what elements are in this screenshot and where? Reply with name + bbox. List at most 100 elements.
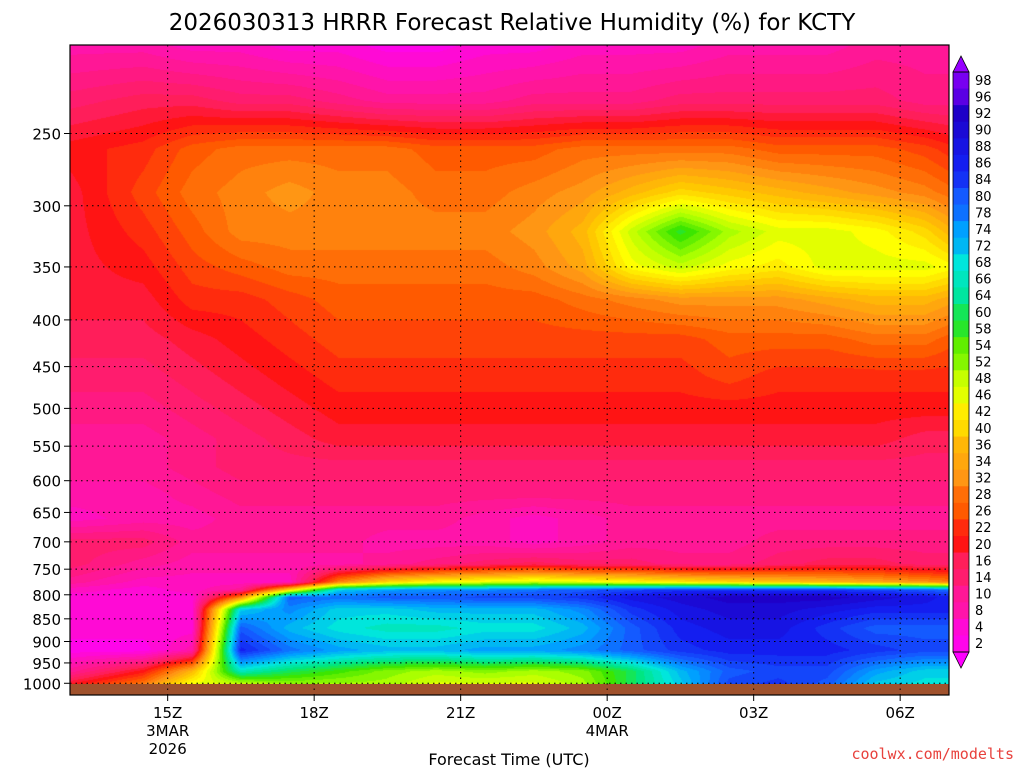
colorbar-label: 20 [975, 538, 992, 553]
colorbar-swatch [953, 88, 969, 106]
colorbar-label: 58 [975, 322, 992, 337]
colorbar-swatch [953, 304, 969, 322]
colorbar-swatch [953, 188, 969, 206]
y-tick-label: 600 [32, 473, 61, 491]
colorbar-label: 64 [975, 289, 992, 304]
colorbar: 9896929088868480787472686664605854524846… [952, 55, 992, 669]
colorbar-swatch [953, 138, 969, 156]
y-tick-label: 250 [32, 125, 61, 143]
y-tick-label: 850 [32, 611, 61, 629]
colorbar-label: 60 [975, 306, 992, 321]
y-tick-label: 400 [32, 312, 61, 330]
colorbar-swatch [953, 536, 969, 554]
colorbar-label: 26 [975, 505, 992, 520]
colorbar-swatch [953, 154, 969, 173]
colorbar-swatch [953, 72, 969, 90]
rh-heatmap [70, 45, 949, 695]
y-tick-label: 650 [32, 504, 61, 522]
y-tick-label: 950 [32, 655, 61, 673]
x-axis-label: Forecast Time (UTC) [428, 750, 589, 768]
colorbar-label: 10 [975, 588, 992, 603]
colorbar-label: 34 [975, 455, 992, 470]
gridlines [70, 45, 949, 695]
colorbar-label: 16 [975, 554, 992, 569]
pressure-axis: 250 300 350 400 450 500 550 600 650 700 750 800 850 9… [23, 125, 70, 693]
y-tick-label: 450 [32, 359, 61, 377]
colorbar-swatch [953, 403, 969, 421]
colorbar-label: 68 [975, 256, 992, 271]
y-tick-label: 800 [32, 587, 61, 605]
y-tick-label: 300 [32, 198, 61, 216]
colorbar-label: 78 [975, 206, 992, 221]
colorbar-label: 84 [975, 173, 992, 188]
colorbar-max-cap [952, 55, 970, 73]
colorbar-label: 8 [975, 604, 983, 619]
colorbar-swatch [953, 237, 969, 255]
plot-frame [69, 44, 950, 696]
y-tick-label: 700 [32, 534, 61, 552]
colorbar-swatch [953, 171, 969, 189]
colorbar-swatch [953, 287, 969, 305]
colorbar-label: 32 [975, 472, 992, 487]
colorbar-swatch [953, 569, 969, 587]
colorbar-swatch [953, 105, 969, 123]
colorbar-swatch [953, 320, 969, 338]
colorbar-swatch [953, 204, 969, 222]
colorbar-swatch [953, 270, 969, 289]
colorbar-swatch [953, 420, 969, 438]
y-tick-label: 550 [32, 438, 61, 456]
colorbar-swatch [953, 453, 969, 471]
colorbar-label: 74 [975, 223, 992, 238]
credit-link[interactable]: coolwx.com/modelts [851, 745, 1014, 763]
heatmap-plot-area [70, 45, 949, 695]
colorbar-swatch [953, 121, 969, 139]
colorbar-label: 22 [975, 521, 992, 536]
colorbar-swatch [953, 436, 969, 454]
x-tick-label: 2026 [149, 740, 187, 758]
colorbar-swatch [953, 602, 969, 620]
colorbar-label: 80 [975, 190, 992, 205]
colorbar-swatch [953, 585, 969, 603]
x-tick-label: 00Z [592, 704, 621, 722]
x-tick-label: 15Z [153, 704, 182, 722]
colorbar-label: 72 [975, 240, 992, 255]
colorbar-label: 36 [975, 438, 992, 453]
x-tick-label: 18Z [299, 704, 328, 722]
colorbar-swatch [953, 386, 969, 405]
y-tick-label: 1000 [23, 675, 61, 693]
colorbar-label: 66 [975, 273, 992, 288]
colorbar-label: 46 [975, 389, 992, 404]
colorbar-min-cap [952, 651, 970, 669]
colorbar-frame [952, 71, 970, 653]
colorbar-swatch [953, 370, 969, 388]
colorbar-swatch [953, 353, 969, 371]
colorbar-label: 88 [975, 140, 992, 155]
y-tick-label: 500 [32, 400, 61, 418]
y-tick-label: 350 [32, 259, 61, 277]
x-tick-label: 21Z [446, 704, 475, 722]
x-tick-label: 03Z [739, 704, 768, 722]
colorbar-swatch [953, 221, 969, 239]
colorbar-label: 4 [975, 621, 983, 636]
colorbar-label: 2 [975, 637, 983, 652]
chart-title: 2026030313 HRRR Forecast Relative Humidi… [169, 10, 856, 36]
x-tick-label: 3MAR [146, 722, 189, 740]
colorbar-swatch [953, 337, 969, 355]
colorbar-swatch [953, 552, 969, 570]
y-tick-label: 750 [32, 561, 61, 579]
colorbar-label: 28 [975, 488, 992, 503]
colorbar-label: 98 [975, 74, 992, 89]
x-tick-label: 4MAR [586, 722, 629, 740]
colorbar-label: 52 [975, 356, 992, 371]
colorbar-swatch [953, 486, 969, 504]
colorbar-label: 96 [975, 90, 992, 105]
colorbar-label: 86 [975, 157, 992, 172]
x-tick-label: 06Z [885, 704, 914, 722]
colorbar-label: 54 [975, 339, 992, 354]
colorbar-swatch [953, 469, 969, 487]
colorbar-label: 90 [975, 124, 992, 139]
colorbar-swatch [953, 635, 969, 653]
colorbar-swatch [953, 254, 969, 272]
